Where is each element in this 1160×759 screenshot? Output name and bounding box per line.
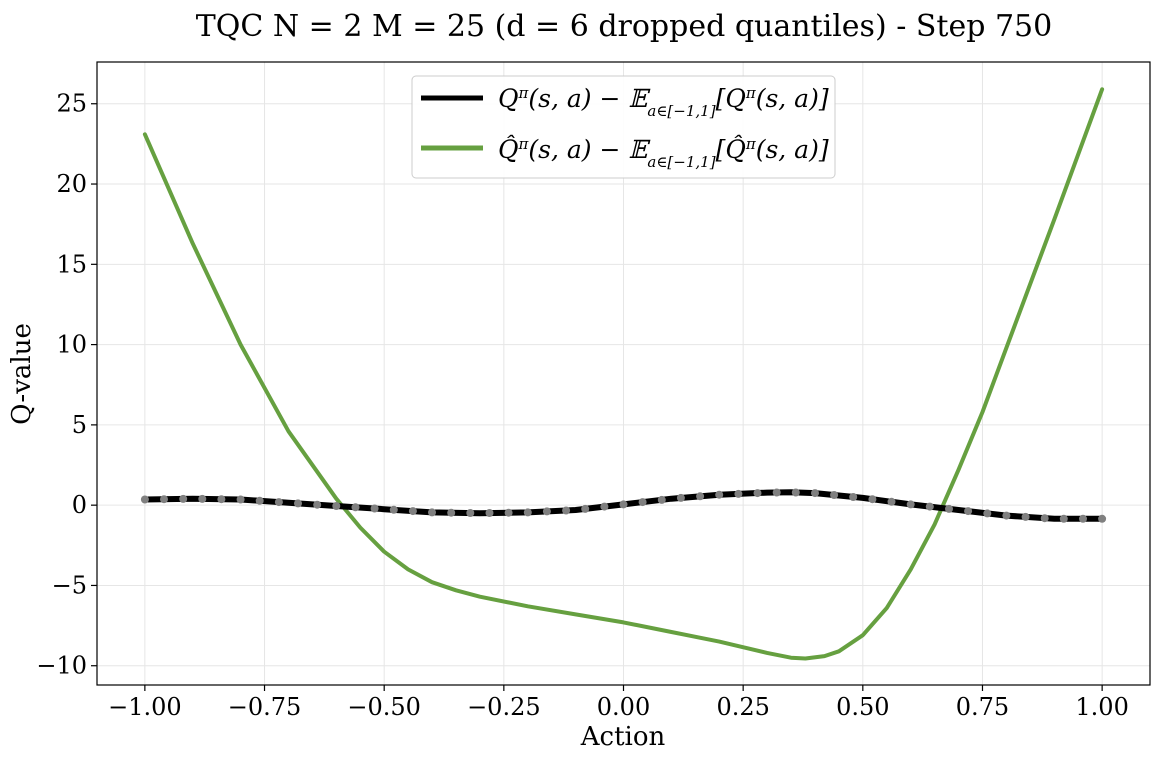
data-point: [772, 488, 781, 497]
data-point: [638, 498, 647, 507]
data-point: [255, 496, 264, 505]
data-point: [332, 502, 341, 510]
data-point: [504, 508, 513, 517]
data-point: [868, 495, 877, 504]
data-point: [696, 492, 705, 501]
data-point: [370, 504, 379, 513]
data-point: [1021, 512, 1030, 521]
data-point: [657, 495, 666, 504]
data-point: [485, 509, 494, 517]
y-tick-label: 10: [56, 331, 87, 359]
series-line-q: [141, 489, 1106, 522]
data-point: [160, 495, 168, 504]
y-axis-label: Q-value: [7, 323, 37, 425]
markers-layer: [140, 488, 1107, 523]
data-point: [1002, 511, 1011, 520]
data-point: [294, 499, 302, 508]
data-point: [523, 508, 532, 517]
data-point: [887, 497, 896, 506]
y-tick-label: 20: [56, 170, 87, 198]
data-point: [562, 506, 571, 515]
data-point: [542, 507, 551, 516]
data-point: [600, 502, 609, 511]
x-tick-label: 0.25: [716, 693, 769, 721]
data-point: [715, 490, 724, 499]
data-point: [619, 500, 628, 509]
y-tick-label: −10: [36, 652, 87, 680]
data-point: [1098, 514, 1107, 523]
data-point: [313, 500, 322, 509]
data-point: [906, 500, 915, 509]
x-tick-label: −0.50: [347, 693, 421, 721]
data-point: [274, 498, 283, 507]
x-tick-label: 1.00: [1075, 693, 1128, 721]
data-point: [179, 494, 188, 503]
y-tick-label: 0: [72, 491, 87, 519]
x-tick-label: 0.50: [836, 693, 889, 721]
y-tick-label: 5: [72, 411, 87, 439]
data-point: [217, 495, 226, 504]
legend-box: [411, 75, 836, 179]
data-point: [983, 509, 992, 518]
x-tick-label: −0.25: [467, 693, 541, 721]
data-point: [428, 508, 436, 517]
data-point: [581, 504, 590, 513]
data-point: [945, 504, 953, 513]
x-tick-label: 0.00: [597, 693, 650, 721]
x-tick-label: −1.00: [108, 693, 182, 721]
data-point: [830, 491, 839, 499]
data-point: [140, 495, 149, 504]
data-point: [964, 507, 973, 516]
y-tick-label: 25: [56, 90, 87, 118]
data-point: [676, 493, 685, 502]
data-point: [1059, 514, 1068, 523]
legend: Qπ(s, a) − 𝔼a∈[−1,1][Qπ(s, a)] Q̂π(s, a)…: [411, 75, 836, 179]
x-tick-label: 0.75: [956, 693, 1009, 721]
ticks: −1.00 −0.75 −0.50 −0.25 0.00 0.25 0.50 0.75 1.00…: [36, 90, 1129, 721]
data-point: [1079, 514, 1087, 523]
y-tick-label: −5: [52, 571, 87, 599]
data-point: [389, 505, 398, 514]
data-point: [734, 489, 743, 498]
series-layer: [141, 87, 1106, 661]
data-point: [351, 503, 360, 512]
chart-title: TQC N = 2 M = 25 (d = 6 dropped quantile…: [196, 9, 1052, 44]
series-line-qhat: [142, 87, 1105, 661]
data-point: [408, 507, 417, 516]
data-point: [753, 489, 762, 498]
y-tick-label: 15: [56, 250, 87, 278]
data-point: [198, 494, 207, 503]
data-point: [447, 508, 456, 517]
data-point: [849, 493, 858, 501]
x-tick-label: −0.75: [228, 693, 302, 721]
data-point: [811, 489, 819, 498]
data-point: [466, 509, 475, 517]
data-point: [791, 488, 800, 497]
data-point: [925, 502, 934, 511]
x-axis-label: Action: [580, 722, 666, 752]
data-point: [1040, 514, 1049, 523]
data-point: [236, 495, 245, 504]
